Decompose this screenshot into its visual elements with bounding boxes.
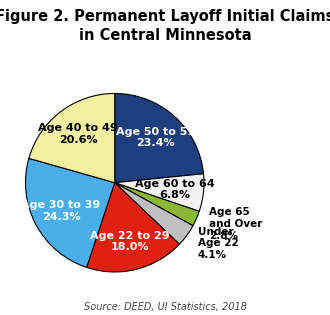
Text: Under
Age 22
4.1%: Under Age 22 4.1% (198, 227, 238, 260)
Wedge shape (25, 158, 115, 267)
Text: Age 22 to 29
18.0%: Age 22 to 29 18.0% (90, 231, 169, 252)
Text: Source: DEED, UI Statistics, 2018: Source: DEED, UI Statistics, 2018 (83, 302, 247, 312)
Text: Figure 2. Permanent Layoff Initial Claims
in Central Minnesota: Figure 2. Permanent Layoff Initial Claim… (0, 9, 330, 43)
Text: Age 30 to 39
24.3%: Age 30 to 39 24.3% (21, 200, 101, 222)
Wedge shape (86, 183, 180, 272)
Wedge shape (115, 183, 199, 226)
Text: Age 40 to 49
20.6%: Age 40 to 49 20.6% (38, 123, 118, 145)
Wedge shape (115, 174, 204, 211)
Wedge shape (115, 94, 204, 183)
Text: Age 50 to 59
23.4%: Age 50 to 59 23.4% (116, 127, 195, 148)
Text: Age 65
and Over
2.8%: Age 65 and Over 2.8% (209, 208, 262, 241)
Wedge shape (115, 183, 193, 244)
Wedge shape (29, 94, 115, 183)
Text: Age 60 to 64
6.8%: Age 60 to 64 6.8% (135, 179, 215, 200)
